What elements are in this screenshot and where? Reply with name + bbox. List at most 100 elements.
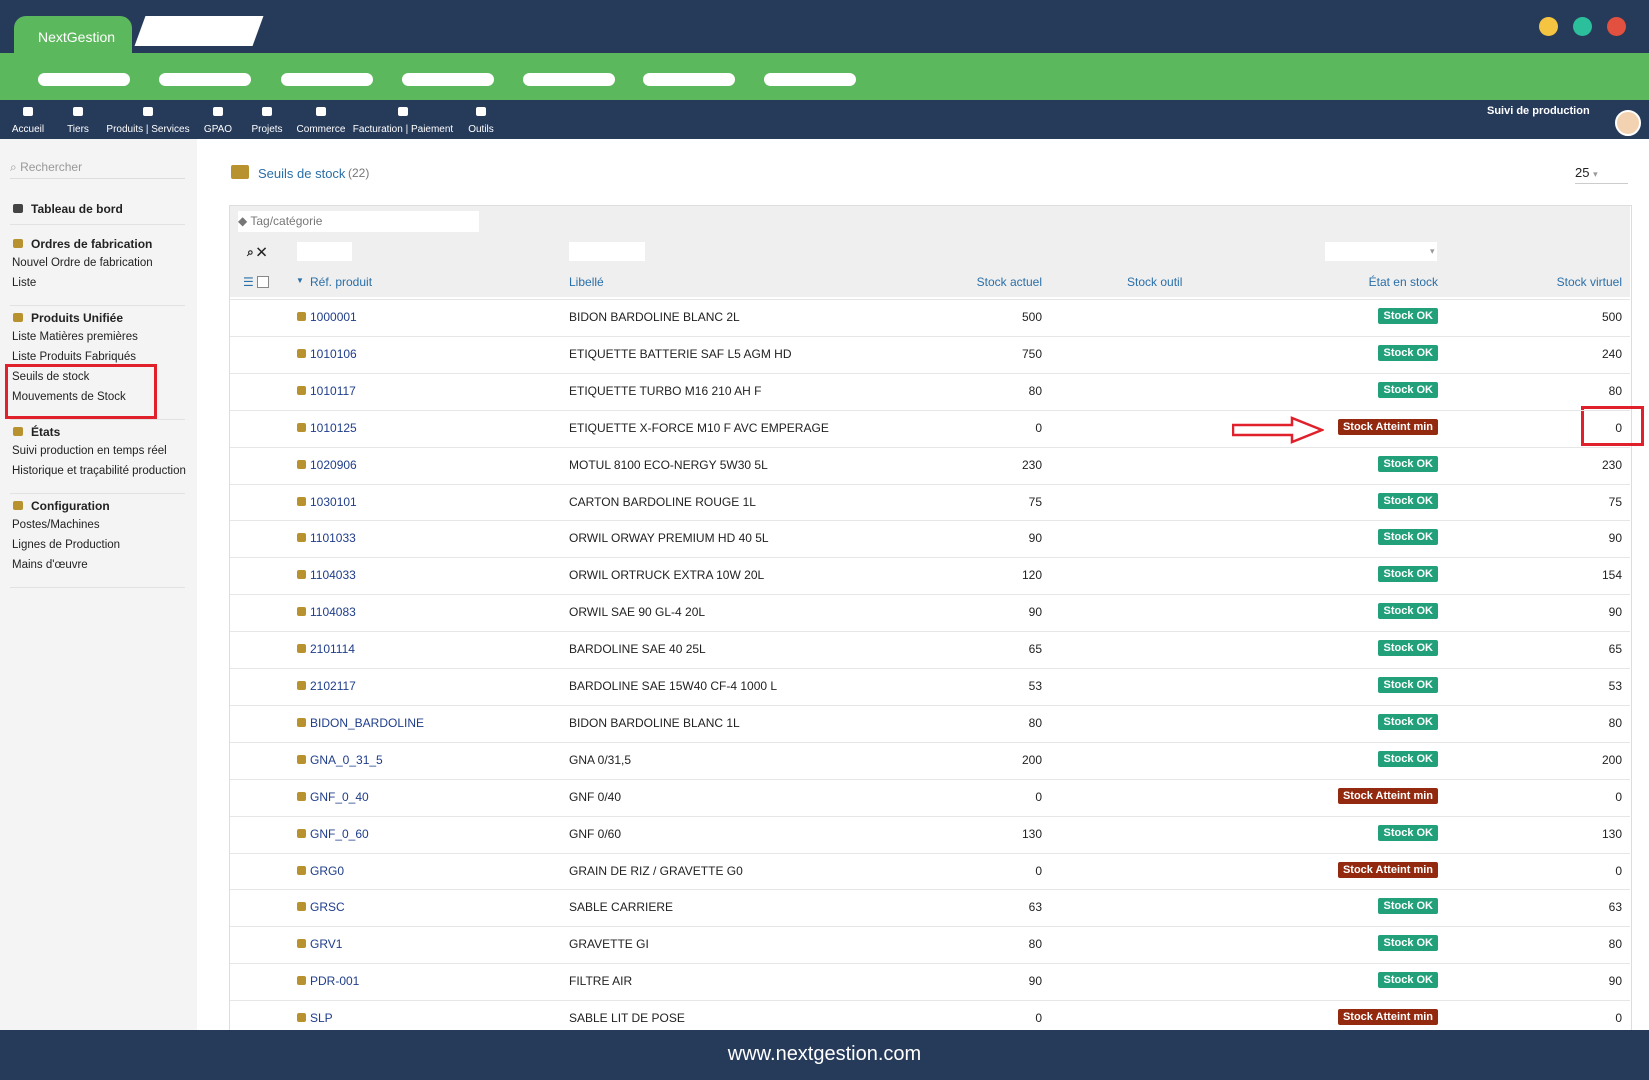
column-header[interactable]: Stock actuel	[976, 275, 1042, 289]
ref-link[interactable]: 2102117	[310, 679, 356, 693]
stock-virtuel: 80	[1608, 715, 1622, 730]
ref-link[interactable]: 1010125	[310, 420, 357, 435]
footer-url[interactable]: www.nextgestion.com	[727, 1043, 922, 1065]
ref-link[interactable]: GNA_0_31_5	[310, 752, 383, 767]
row	[230, 889, 1630, 926]
stock-actuel: 0	[1035, 863, 1042, 878]
product-icon	[297, 459, 306, 469]
filter-input[interactable]	[297, 242, 352, 261]
nav-item[interactable]: Projets	[251, 124, 283, 135]
ref-link[interactable]: 1010117	[310, 383, 356, 398]
stock-actuel: 90	[1028, 605, 1042, 620]
ref-link[interactable]: 1000001	[310, 310, 357, 324]
ref-link[interactable]: 1104083	[310, 605, 356, 620]
nav-icon[interactable]	[23, 107, 33, 116]
ref-link[interactable]: 2101114	[310, 642, 355, 657]
label: MOTUL 8100 ECO-NERGY 5W30 5L	[569, 457, 768, 472]
section-title[interactable]: Produits Unifiée	[31, 311, 124, 325]
per-page[interactable]: 25 ▾	[1575, 165, 1628, 184]
ref-link[interactable]: 1020906	[310, 457, 357, 472]
user-menu[interactable]: Suivi de production	[1487, 105, 1590, 117]
tag-filter[interactable]: ◆ Tag/catégorie	[238, 211, 479, 232]
column-header[interactable]: Libellé	[569, 275, 604, 289]
ref-link[interactable]: SLP	[310, 1011, 333, 1026]
tab[interactable]	[14, 16, 132, 53]
section-title[interactable]: Configuration	[31, 499, 110, 513]
menu-item[interactable]: Liste Produits Fabriqués	[12, 351, 137, 363]
menu-item[interactable]: Nouvel Ordre de fabrication	[12, 257, 153, 269]
badge: Stock OK	[1378, 640, 1438, 657]
search-clear[interactable]: ⌕ ✕	[247, 245, 267, 259]
section-title[interactable]: Ordres de fabrication	[31, 237, 153, 251]
stock-actuel: 90	[1028, 974, 1042, 989]
ref-link[interactable]: GRV1	[310, 937, 343, 952]
menu-item[interactable]: Liste Matières premières	[12, 331, 138, 343]
badge: Stock OK	[1378, 529, 1438, 546]
section-title[interactable]: États	[31, 425, 61, 439]
nav-item[interactable]: Produits | Services	[106, 124, 190, 135]
status-badge: Stock OK	[1138, 492, 1438, 509]
row	[230, 335, 1630, 373]
ref-link[interactable]: GRSC	[310, 900, 345, 915]
dot[interactable]	[1573, 17, 1592, 36]
section-title[interactable]: Tableau de bord	[31, 202, 123, 216]
dot[interactable]	[1539, 17, 1558, 36]
stock-actuel: 500	[1021, 310, 1042, 324]
menu-item[interactable]: Mains d'œuvre	[12, 559, 88, 571]
placeholder	[281, 73, 373, 86]
list-icon[interactable]: ☰	[243, 275, 270, 289]
row	[230, 631, 1630, 668]
column-header[interactable]: État en stock	[1368, 275, 1438, 289]
row	[230, 483, 1630, 521]
search-box[interactable]: ⌕ Rechercher	[10, 160, 185, 179]
product-icon	[297, 385, 306, 395]
label: ETIQUETTE TURBO M16 210 AH F	[569, 383, 762, 398]
menu-item[interactable]: Historique et traçabilité production	[12, 465, 186, 477]
tab-label[interactable]: NextGestion	[38, 29, 116, 45]
ref-link[interactable]: GNF_0_60	[310, 826, 369, 841]
nav-item[interactable]: Outils	[468, 124, 494, 135]
nav-item[interactable]: GPAO	[203, 124, 233, 135]
ref-link[interactable]: GRG0	[310, 863, 345, 878]
nav-icon[interactable]	[143, 107, 153, 116]
menu-item[interactable]: Seuils de stock	[12, 371, 90, 383]
nav-icon[interactable]	[213, 107, 223, 116]
status-badge: Stock OK	[1138, 308, 1438, 324]
nav-item[interactable]: Commerce	[296, 124, 346, 135]
menu-item[interactable]: Postes/Machines	[12, 519, 100, 531]
tab-blank[interactable]	[134, 16, 264, 46]
product-icon	[297, 681, 306, 690]
column-header[interactable]: Stock virtuel	[1556, 275, 1622, 289]
nav-icon[interactable]	[398, 107, 408, 116]
badge: Stock OK	[1378, 713, 1438, 730]
ref-link[interactable]: 1104033	[310, 568, 356, 583]
ref-link[interactable]: BIDON_BARDOLINE	[310, 715, 425, 730]
nav-item[interactable]: Tiers	[67, 124, 89, 135]
ref-link[interactable]: 1030101	[310, 494, 357, 509]
column-header[interactable]: Stock outil	[1127, 275, 1183, 289]
ref-link[interactable]: 1010106	[310, 346, 357, 361]
arrow	[1231, 416, 1326, 447]
ref-link[interactable]: PDR-001	[310, 974, 360, 989]
filter-select[interactable]: ▾	[1325, 242, 1437, 261]
filter-input[interactable]	[569, 242, 645, 261]
column-header[interactable]: Réf. produit	[310, 275, 373, 289]
ref-link[interactable]: GNF_0_40	[310, 789, 369, 804]
stock-actuel: 0	[1035, 420, 1042, 435]
status-badge: Stock Atteint min	[1138, 787, 1438, 804]
nav-item[interactable]: Accueil	[11, 124, 45, 135]
nav-item[interactable]: Facturation | Paiement	[352, 124, 454, 135]
ref-link[interactable]: 1101033	[310, 531, 356, 546]
avatar[interactable]	[1615, 110, 1641, 136]
label: GNA 0/31,5	[569, 752, 632, 767]
menu-item[interactable]: Suivi production en temps réel	[12, 445, 167, 457]
menu-item[interactable]: Mouvements de Stock	[12, 391, 126, 403]
nav-icon[interactable]	[476, 107, 486, 116]
nav-icon[interactable]	[316, 107, 326, 116]
menu-item[interactable]: Lignes de Production	[12, 539, 121, 551]
nav-icon[interactable]	[262, 107, 272, 116]
nav-icon[interactable]	[73, 107, 83, 116]
status-badge: Stock OK	[1138, 972, 1438, 989]
dot[interactable]	[1607, 17, 1626, 36]
menu-item[interactable]: Liste	[12, 277, 37, 289]
